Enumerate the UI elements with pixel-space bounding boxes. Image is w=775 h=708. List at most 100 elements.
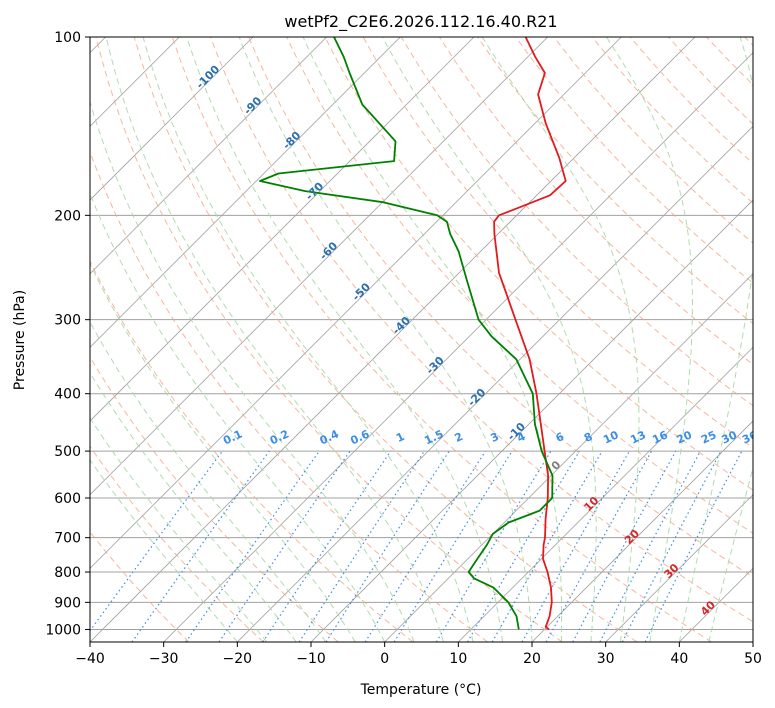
y-tick-label: 500 [54, 444, 81, 460]
mixing-ratio-label: 20 [675, 428, 695, 446]
isotherm-label: -20 [465, 386, 488, 409]
moist-adiabat [186, 37, 503, 642]
mixing-ratio-label: 36 [740, 428, 760, 446]
dry-adiabat [744, 37, 753, 47]
dry-adiabat [515, 37, 753, 284]
mixing-ratio-line [262, 450, 392, 642]
isotherm-label: -30 [424, 354, 447, 377]
dry-adiabat [95, 37, 563, 642]
x-tick-label: 30 [597, 651, 615, 667]
mixing-ratio-label: 6 [554, 430, 567, 445]
plot-frame [89, 36, 754, 643]
isotherm-line [605, 494, 753, 642]
mixing-ratio-label: 0.1 [221, 427, 244, 447]
y-tick-label: 800 [54, 565, 81, 581]
isotherm-label: -80 [280, 129, 303, 152]
isotherm-line [90, 37, 254, 201]
mixing-ratio-line [644, 450, 743, 642]
mixing-ratio-label: 1.5 [422, 427, 445, 447]
dry-adiabat [286, 37, 753, 534]
isotherm-line [384, 273, 753, 642]
dry-adiabat [668, 37, 753, 125]
dry-adiabat [90, 531, 190, 642]
isotherm-line [752, 641, 753, 642]
mixing-ratio-label: 3 [489, 430, 501, 445]
x-tick-label: 40 [670, 651, 688, 667]
moist-adiabat [142, 37, 474, 642]
x-tick-label: 0 [380, 651, 389, 667]
moist-adiabat [90, 262, 356, 642]
isotherm-line [163, 52, 753, 642]
y-tick-label: 1000 [45, 622, 81, 638]
dry-adiabat [324, 37, 753, 491]
mixing-ratio-label: 25 [699, 428, 718, 446]
mixing-ratio-label: 4 [515, 430, 528, 445]
mixing-ratio-label: 1 [394, 430, 406, 445]
moist-adiabat [90, 99, 415, 642]
y-tick-label: 600 [54, 491, 81, 507]
mixing-ratio-line [298, 450, 425, 642]
y-tick-label: 200 [54, 208, 81, 224]
dry-adiabat [90, 259, 414, 642]
x-tick-label: −20 [223, 651, 253, 667]
moist-adiabat [481, 37, 640, 642]
isotherm-line [90, 37, 401, 348]
isotherm-label: -60 [317, 239, 340, 262]
moist-adiabat [381, 37, 597, 642]
dewpoint-line [259, 37, 554, 630]
dry-adiabat [706, 37, 753, 86]
x-tick-label: −30 [149, 651, 179, 667]
dry-adiabat [553, 37, 753, 244]
mixing-ratio-label: 13 [628, 428, 647, 446]
y-tick-label: 300 [54, 313, 81, 329]
isotherm-line [90, 37, 475, 422]
plot-grid [90, 37, 753, 642]
dry-adiabat [90, 445, 264, 642]
isotherm-line [90, 37, 696, 642]
x-axis-label: Temperature (°C) [360, 682, 482, 698]
mixing-ratio-line [599, 450, 702, 642]
temperature-line [493, 37, 567, 631]
moist-adiabat [90, 371, 297, 642]
mixing-ratio-label: 16 [650, 428, 670, 446]
dry-adiabat [133, 37, 638, 642]
isotherm-line [90, 37, 622, 569]
isotherm-label: 20 [622, 527, 642, 547]
isotherm-label: 10 [581, 494, 601, 514]
isotherm-line [679, 567, 753, 642]
mixing-ratio-line [185, 450, 320, 642]
isotherm-label: -90 [241, 94, 264, 117]
mixing-ratio-line [325, 450, 450, 642]
mixing-ratio-line [131, 450, 270, 642]
dry-adiabat [591, 37, 753, 204]
mixing-ratio-line [364, 450, 486, 642]
y-tick-label: 400 [54, 387, 81, 403]
moist-adiabat [238, 37, 533, 642]
isotherm-line [237, 125, 753, 642]
moist-adiabat [90, 459, 238, 642]
isotherm-label: -50 [350, 280, 373, 303]
mixing-ratio-label: 0.6 [348, 427, 371, 447]
x-tick-label: 20 [523, 651, 541, 667]
isotherm-line [531, 420, 753, 642]
mixing-ratio-line [90, 450, 223, 632]
moist-adiabat [90, 417, 268, 642]
dry-adiabat [210, 37, 753, 623]
y-tick-label: 900 [54, 595, 81, 611]
mixing-ratio-line [218, 450, 351, 642]
x-tick-label: −10 [296, 651, 326, 667]
moist-adiabat [708, 465, 753, 642]
moist-adiabat [90, 192, 386, 642]
isotherm-line [458, 346, 753, 642]
chart-title: wetPf2_C2E6.2026.112.16.40.R21 [284, 12, 557, 32]
y-tick-label: 700 [54, 531, 81, 547]
mixing-ratio-line [466, 450, 580, 642]
isotherm-label: -40 [390, 314, 413, 337]
isotherm-label: 40 [698, 598, 718, 618]
isotherm-label: -70 [303, 180, 326, 203]
dry-adiabat [90, 356, 339, 642]
x-tick-label: 10 [449, 651, 467, 667]
isotherm-line [90, 37, 548, 496]
